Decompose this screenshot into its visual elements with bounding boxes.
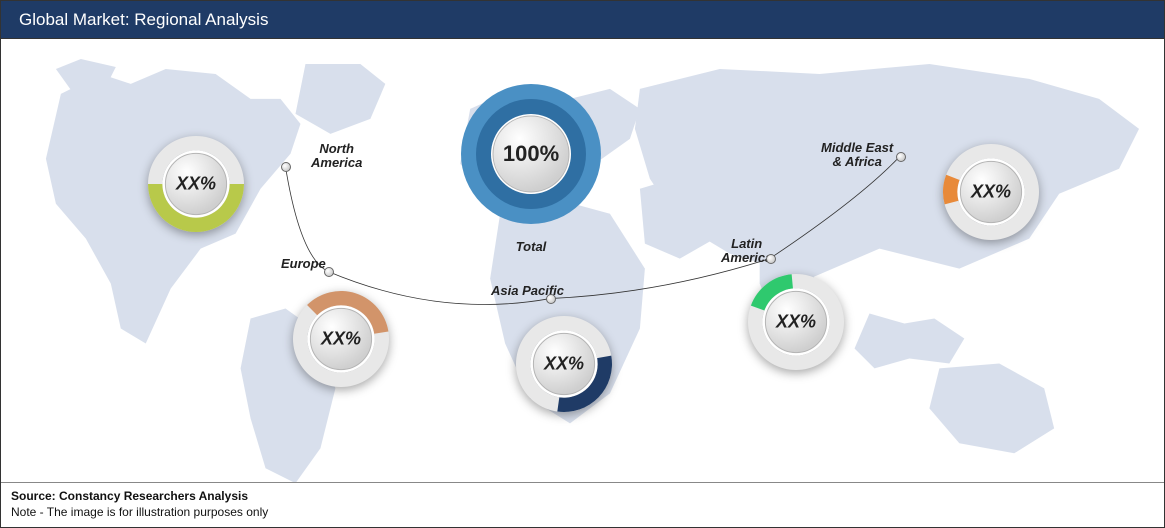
- donut-asia-pacific: XX%: [508, 308, 620, 420]
- region-label-europe: Europe: [281, 257, 326, 271]
- total-caption: Total: [516, 239, 547, 254]
- donut-europe: XX%: [285, 283, 397, 395]
- region-label-middle-east-africa: Middle East& Africa: [821, 141, 893, 170]
- source-line: Source: Constancy Researchers Analysis: [11, 488, 1154, 504]
- connector-dot-middle-east-africa: [896, 152, 906, 162]
- connector-dot-north-america: [281, 162, 291, 172]
- connector-dot-latin-america: [766, 254, 776, 264]
- connector-dot-asia-pacific: [546, 294, 556, 304]
- source-label: Source:: [11, 489, 59, 503]
- chart-container: Global Market: Regional Analysis: [0, 0, 1165, 528]
- connector-dot-europe: [324, 267, 334, 277]
- donut-value-north-america: XX%: [176, 174, 216, 195]
- source-value: Constancy Researchers Analysis: [59, 489, 248, 503]
- donut-value-europe: XX%: [321, 329, 361, 350]
- region-label-north-america: NorthAmerica: [311, 142, 362, 171]
- donut-value-latin-america: XX%: [776, 312, 816, 333]
- chart-footer: Source: Constancy Researchers Analysis N…: [1, 482, 1164, 527]
- chart-title: Global Market: Regional Analysis: [19, 10, 268, 29]
- chart-area: 100% Total XX%NorthAmericaXX%EuropeXX%As…: [1, 39, 1164, 482]
- donut-value-asia-pacific: XX%: [544, 354, 584, 375]
- total-value: 100%: [503, 141, 559, 167]
- donut-value-middle-east-africa: XX%: [971, 182, 1011, 203]
- donut-north-america: XX%: [140, 128, 252, 240]
- region-label-latin-america: LatinAmerica: [721, 237, 772, 266]
- footer-note: Note - The image is for illustration pur…: [11, 504, 1154, 520]
- donut-latin-america: XX%: [740, 266, 852, 378]
- chart-header: Global Market: Regional Analysis: [1, 1, 1164, 39]
- donut-middle-east-africa: XX%: [935, 136, 1047, 248]
- total-donut: 100% Total: [456, 79, 606, 229]
